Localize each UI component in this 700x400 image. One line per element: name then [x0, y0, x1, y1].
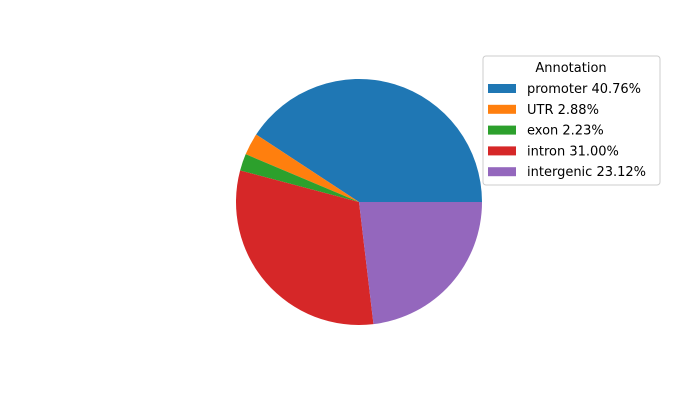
legend-patch-UTR: [488, 104, 516, 114]
legend-label-promoter: promoter 40.76%: [527, 82, 641, 97]
legend: Annotation promoter 40.76% UTR 2.88% exon …: [482, 55, 661, 186]
pie-slices: [236, 79, 482, 325]
legend-title: Annotation: [535, 61, 606, 76]
legend-patch-exon: [488, 125, 516, 135]
legend-label-UTR: UTR 2.88%: [527, 103, 599, 118]
pie-slice-exon: [240, 154, 359, 202]
pie-slice-promoter: [256, 79, 482, 202]
pie-slice-UTR: [245, 134, 359, 202]
legend-patch-intron: [488, 146, 516, 156]
pie-slice-intergenic: [359, 202, 482, 325]
legend-patch-intergenic: [488, 167, 516, 177]
legend-label-intergenic: intergenic 23.12%: [527, 165, 646, 180]
pie-slice-intron: [236, 170, 374, 325]
legend-label-intron: intron 31.00%: [527, 144, 619, 159]
legend-frame: [482, 55, 661, 186]
legend-label-exon: exon 2.23%: [527, 124, 604, 139]
legend-patch-promoter: [488, 84, 516, 93]
